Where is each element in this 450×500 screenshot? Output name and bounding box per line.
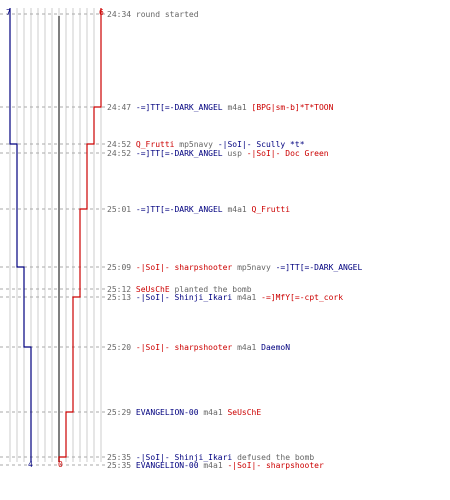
- event-action: m4a1: [222, 103, 252, 112]
- event-action: mp5navy: [174, 140, 218, 149]
- event-action: m4a1: [222, 205, 252, 214]
- blue-player-name: -=]TT[=-DARK_ANGEL: [135, 103, 223, 112]
- red-player-name: Q_Frutti: [251, 205, 291, 214]
- blue-player-name: -|SoI|- Shinji_Ikari: [135, 453, 233, 462]
- blue-player-name: -=]TT[=-DARK_ANGEL: [275, 263, 363, 272]
- red-player-name: -|SoI|- Doc Green: [246, 149, 329, 158]
- event-time: 25:13: [107, 293, 132, 302]
- event-row: 25:12 SeUsChE planted the bomb: [107, 285, 252, 294]
- blue-player-name: -=]TT[=-DARK_ANGEL: [135, 149, 223, 158]
- event-time: 25:20: [107, 343, 132, 352]
- event-row: 25:01 -=]TT[=-DARK_ANGEL m4a1 Q_Frutti: [107, 205, 290, 214]
- event-row: 25:20 -|SoI|- sharpshooter m4a1 DaemoN: [107, 343, 290, 352]
- red-player-name: SeUsChE: [135, 285, 170, 294]
- red-player-name: -|SoI|- sharpshooter: [135, 263, 233, 272]
- event-row: 24:47 -=]TT[=-DARK_ANGEL m4a1 [BPG|sm-b]…: [107, 103, 333, 112]
- event-time: 25:29: [107, 408, 132, 417]
- blue-player-name: -|SoI|- Scully *t*: [217, 140, 305, 149]
- event-row: 25:29 EVANGELION-00 m4a1 SeUsChE: [107, 408, 261, 417]
- red-team-alive-line: [58, 8, 102, 462]
- event-time: 25:35: [107, 461, 132, 470]
- event-time: 25:35: [107, 453, 132, 462]
- event-row: 25:35 EVANGELION-00 m4a1 -|SoI|- sharpsh…: [107, 461, 324, 470]
- event-time: 25:12: [107, 285, 132, 294]
- blue-player-name: EVANGELION-00: [135, 408, 199, 417]
- blue-player-name: EVANGELION-00: [135, 461, 199, 470]
- event-time: 24:47: [107, 103, 132, 112]
- event-action: m4a1: [198, 461, 228, 470]
- event-row: 24:52 Q_Frutti mp5navy -|SoI|- Scully *t…: [107, 140, 305, 149]
- event-row: 24:34 round started: [107, 10, 199, 19]
- blue-player-name: DaemoN: [261, 343, 291, 352]
- red-player-name: -|SoI|- sharpshooter: [135, 343, 233, 352]
- event-action: mp5navy: [232, 263, 276, 272]
- event-time: 24:52: [107, 140, 132, 149]
- red-player-name: -|SoI|- sharpshooter: [227, 461, 324, 470]
- event-row: 25:09 -|SoI|- sharpshooter mp5navy -=]TT…: [107, 263, 362, 272]
- red-player-name: Q_Frutti: [135, 140, 175, 149]
- event-action: defused the bomb: [232, 453, 315, 462]
- event-time: 25:01: [107, 205, 132, 214]
- blue-team-end-count: 4: [28, 460, 33, 469]
- red-player-name: -=]MfY[=-cpt_cork: [261, 293, 344, 302]
- event-row: 25:13 -|SoI|- Shinji_Ikari m4a1 -=]MfY[=…: [107, 293, 343, 302]
- event-row: 25:35 -|SoI|- Shinji_Ikari defused the b…: [107, 453, 314, 462]
- blue-team-start-count: 7: [6, 8, 11, 17]
- event-row: 24:52 -=]TT[=-DARK_ANGEL usp -|SoI|- Doc…: [107, 149, 329, 158]
- event-action: m4a1: [232, 293, 262, 302]
- red-player-name: SeUsChE: [227, 408, 262, 417]
- red-team-end-count: 0: [58, 460, 63, 469]
- round-timeline-graph: [0, 8, 106, 466]
- blue-team-alive-line: [9, 8, 32, 462]
- event-action: m4a1: [198, 408, 228, 417]
- event-time: 24:52: [107, 149, 132, 158]
- blue-player-name: -|SoI|- Shinji_Ikari: [135, 293, 233, 302]
- event-action: planted the bomb: [169, 285, 252, 294]
- event-action: m4a1: [232, 343, 262, 352]
- event-action: round started: [135, 10, 199, 19]
- red-team-start-count: 6: [99, 8, 104, 17]
- red-player-name: [BPG|sm-b]*T*TOON: [251, 103, 334, 112]
- event-time: 25:09: [107, 263, 132, 272]
- blue-player-name: -=]TT[=-DARK_ANGEL: [135, 205, 223, 214]
- event-action: usp: [222, 149, 247, 158]
- event-time: 24:34: [107, 10, 132, 19]
